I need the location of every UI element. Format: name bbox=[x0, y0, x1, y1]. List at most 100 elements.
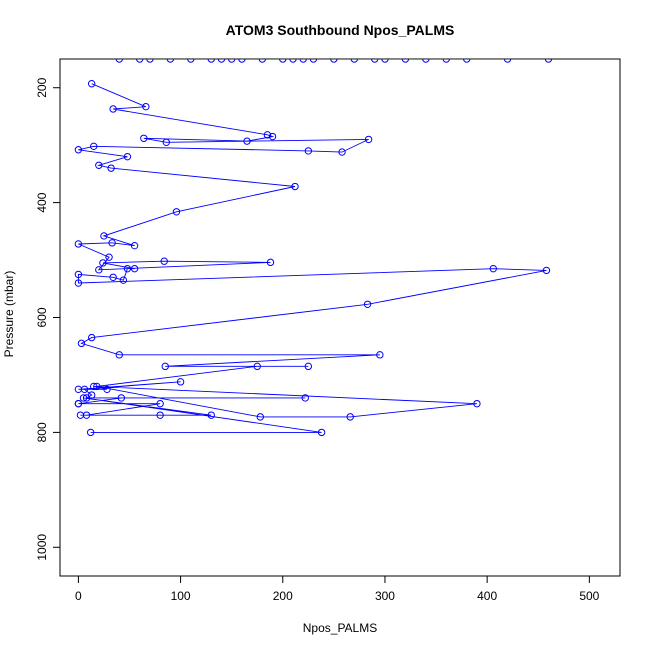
data-point bbox=[542, 266, 551, 275]
data-point bbox=[107, 164, 115, 172]
data-point bbox=[87, 391, 96, 399]
data-point bbox=[268, 132, 277, 141]
data-point bbox=[172, 208, 181, 216]
y-axis-label: Pressure (mbar) bbox=[2, 271, 16, 358]
data-point bbox=[123, 152, 132, 161]
data-point bbox=[503, 59, 512, 63]
data-point bbox=[103, 385, 111, 394]
x-tick-label: 0 bbox=[75, 589, 82, 603]
data-point bbox=[95, 266, 103, 274]
data-point bbox=[109, 105, 117, 113]
x-axis: 0 100 200 300 400 500 bbox=[75, 575, 600, 603]
data-point bbox=[422, 59, 430, 63]
y-tick-label: 200 bbox=[35, 77, 49, 97]
data-point bbox=[364, 135, 373, 144]
plot-area bbox=[74, 59, 553, 437]
data-point bbox=[304, 147, 313, 155]
data-point bbox=[82, 411, 91, 419]
data-point bbox=[346, 413, 354, 421]
data-point bbox=[100, 232, 108, 240]
data-point bbox=[279, 59, 287, 63]
data-point bbox=[176, 378, 185, 386]
data-point bbox=[238, 59, 246, 63]
data-point bbox=[207, 59, 215, 63]
data-point bbox=[95, 161, 103, 169]
data-point bbox=[74, 240, 83, 248]
data-point bbox=[317, 428, 326, 437]
data-point bbox=[401, 59, 410, 63]
data-point bbox=[115, 59, 123, 63]
data-point bbox=[117, 394, 126, 402]
data-point bbox=[160, 257, 168, 265]
data-point bbox=[90, 142, 98, 151]
data-point bbox=[105, 253, 113, 261]
data-point bbox=[256, 413, 264, 421]
data-point bbox=[161, 362, 169, 371]
data-point bbox=[304, 362, 313, 371]
data-point bbox=[371, 59, 379, 63]
data-point bbox=[299, 59, 307, 63]
data-point bbox=[140, 134, 148, 142]
data-point bbox=[291, 182, 299, 191]
data-point bbox=[227, 59, 236, 63]
series-line bbox=[77, 83, 547, 433]
data-point bbox=[363, 300, 372, 308]
plot-frame bbox=[59, 58, 621, 577]
data-point bbox=[142, 102, 150, 111]
data-point bbox=[87, 333, 96, 342]
data-point bbox=[253, 362, 261, 371]
data-point bbox=[136, 59, 144, 63]
data-point bbox=[350, 59, 359, 63]
data-point bbox=[162, 138, 170, 146]
data-point bbox=[330, 59, 338, 63]
data-point bbox=[109, 273, 117, 281]
x-tick-label: 200 bbox=[273, 589, 293, 603]
data-point bbox=[376, 351, 384, 359]
data-point bbox=[74, 279, 83, 287]
data-point bbox=[99, 259, 107, 267]
data-point bbox=[301, 394, 309, 402]
x-tick-label: 500 bbox=[579, 589, 599, 603]
data-point bbox=[74, 146, 83, 154]
data-point bbox=[79, 394, 88, 402]
data-point bbox=[74, 399, 83, 408]
data-point bbox=[258, 59, 267, 63]
data-point bbox=[146, 59, 154, 63]
chart-title: ATOM3 Southbound Npos_PALMS bbox=[226, 22, 455, 38]
data-point bbox=[381, 59, 389, 63]
data-point bbox=[463, 59, 471, 63]
x-tick-label: 400 bbox=[477, 589, 497, 603]
data-point bbox=[119, 276, 128, 284]
data-point bbox=[473, 399, 481, 408]
data-point bbox=[442, 59, 450, 63]
data-point bbox=[166, 59, 175, 63]
y-tick-label: 600 bbox=[35, 307, 49, 327]
data-point bbox=[544, 59, 553, 63]
data-point bbox=[115, 351, 123, 359]
data-point bbox=[309, 59, 318, 63]
data-point bbox=[243, 137, 251, 145]
x-axis-label: Npos_PALMS bbox=[303, 621, 377, 635]
x-tick-label: 100 bbox=[171, 589, 191, 603]
series-layer bbox=[74, 59, 553, 437]
data-point bbox=[289, 59, 297, 63]
data-point bbox=[156, 411, 164, 419]
data-point bbox=[217, 59, 226, 63]
y-axis: 200 400 600 800 1000 bbox=[35, 77, 61, 561]
data-point bbox=[263, 131, 272, 139]
data-point bbox=[74, 385, 83, 394]
data-point bbox=[489, 264, 497, 273]
data-point bbox=[123, 264, 132, 273]
data-point bbox=[108, 239, 116, 247]
data-point bbox=[74, 270, 83, 279]
y-tick-label: 1000 bbox=[35, 534, 49, 561]
data-point bbox=[187, 59, 195, 63]
data-point bbox=[86, 428, 95, 437]
x-tick-label: 300 bbox=[375, 589, 395, 603]
data-point bbox=[90, 382, 98, 391]
data-point bbox=[207, 411, 215, 419]
data-point bbox=[77, 339, 86, 348]
y-tick-label: 400 bbox=[35, 192, 49, 212]
